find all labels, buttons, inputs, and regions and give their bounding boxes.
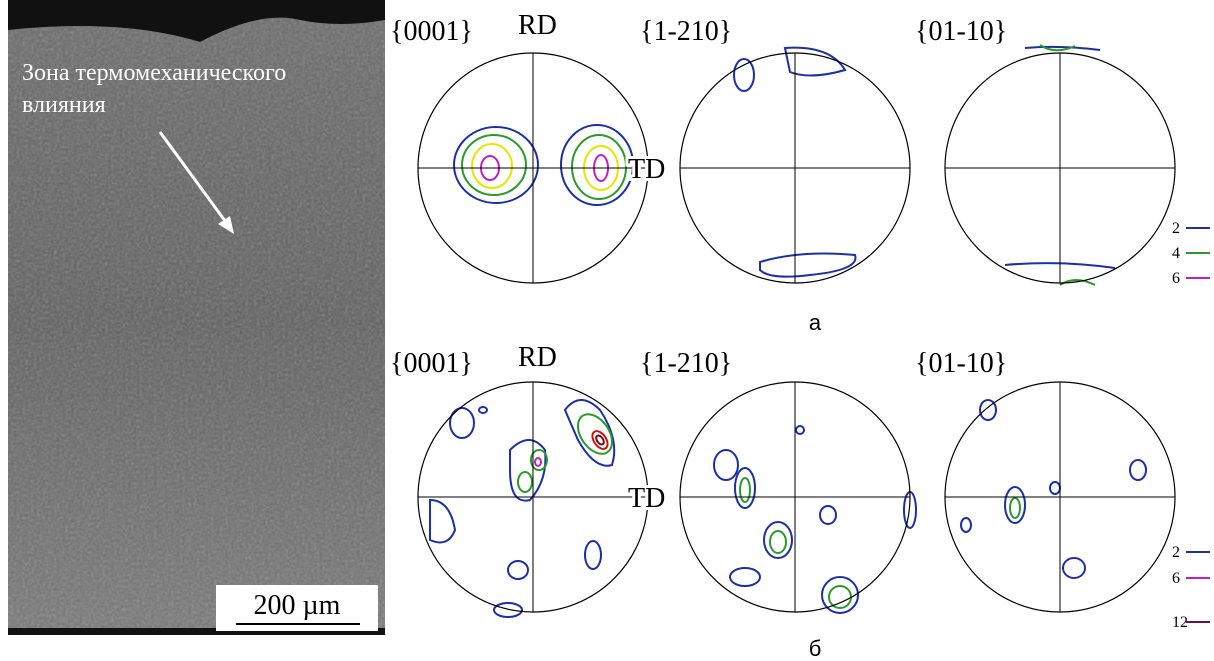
scale-bar-label: 200 µm	[254, 590, 341, 621]
rd-label: RD	[518, 342, 557, 373]
legend-label: 4	[1172, 245, 1180, 262]
td-label: TD	[628, 154, 665, 185]
legend-label: 12	[1172, 614, 1188, 631]
contours-a	[454, 45, 1115, 285]
panel-label: б	[809, 636, 822, 661]
annotation: Зона термомеханического	[22, 60, 286, 86]
micrograph: Зона термомеханического влияния 200 µm	[8, 0, 385, 635]
pole-figure-title: {01-10}	[915, 348, 1007, 379]
legend-label: 2	[1172, 220, 1180, 237]
legend-label: 6	[1172, 270, 1180, 287]
pole-figure-title: {1-210}	[640, 348, 732, 379]
pole-figure-title: {0001}	[390, 348, 473, 379]
contours-b	[430, 400, 1146, 617]
legend-label: 2	[1172, 544, 1180, 561]
pole-figure-title: {01-10}	[915, 16, 1007, 47]
pole-figure-title: {0001}	[390, 16, 473, 47]
rd-label: RD	[518, 10, 557, 41]
panel-label: а	[809, 310, 822, 335]
figure: Зона термомеханического влияния 200 µm {…	[0, 0, 1214, 661]
annotation: влияния	[22, 92, 106, 118]
legend-label: 6	[1172, 570, 1180, 587]
td-label: TD	[628, 483, 665, 514]
pole-figures: {0001} {1-210} {01-10} RD TD 2 4 6 а {0001} {1-210…	[390, 10, 1210, 661]
pole-figure-title: {1-210}	[640, 16, 732, 47]
